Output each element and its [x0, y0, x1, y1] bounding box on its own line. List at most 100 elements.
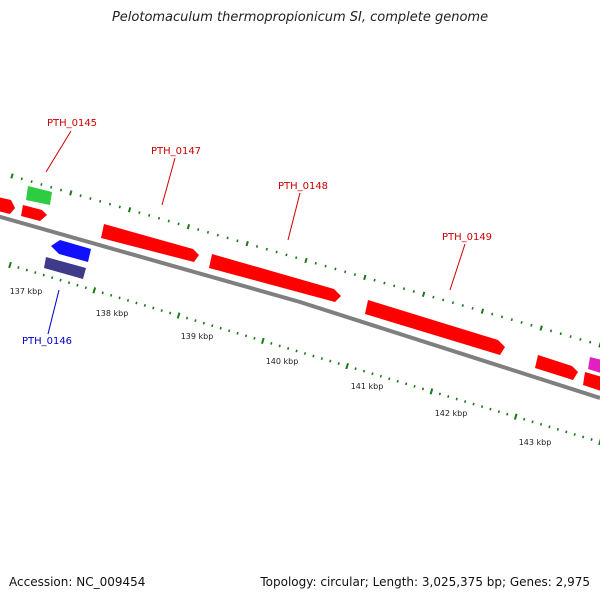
scale-tick: [556, 427, 559, 431]
tick-label-141: 141 kbp: [351, 382, 384, 391]
tick-label-137: 137 kbp: [10, 287, 43, 296]
outer-tick: [383, 281, 386, 285]
scale-tick: [337, 362, 340, 366]
outer-tick: [530, 323, 533, 327]
outer-tick: [89, 197, 92, 200]
outer-tick: [177, 222, 180, 226]
outer-tick: [549, 329, 553, 333]
scale-tick: [548, 425, 551, 429]
scale-tick: [110, 293, 113, 297]
outer-tick: [539, 325, 543, 331]
gene-pth0145[interactable]: [26, 186, 52, 205]
outer-tick: [138, 211, 141, 215]
scale-tick: [211, 324, 214, 328]
scale-tick: [513, 413, 518, 420]
gene-pth0146[interactable]: [51, 240, 91, 262]
outer-tick: [295, 256, 298, 260]
outer-tick: [285, 253, 288, 257]
scale-tick: [152, 306, 155, 310]
scale-tick: [76, 283, 79, 287]
outer-tick: [265, 247, 268, 251]
scale-tick: [438, 392, 441, 396]
outer-tick: [491, 312, 494, 316]
accession-text: Accession: NC_009454: [9, 575, 146, 589]
scale-tick: [295, 349, 298, 353]
outer-tick: [157, 216, 161, 220]
outer-tick: [148, 214, 151, 217]
label-pth0147[interactable]: PTH_0147: [151, 146, 201, 157]
label-pth0146[interactable]: PTH_0146: [22, 336, 72, 347]
scale-tick: [582, 435, 585, 439]
gene-pth0147[interactable]: [101, 224, 199, 262]
gene-red-edge[interactable]: [583, 372, 600, 391]
outer-tick: [314, 261, 317, 265]
gene-pth0149[interactable]: [365, 300, 505, 355]
outer-tick: [216, 233, 219, 237]
gene-red-right[interactable]: [535, 355, 578, 380]
scale-tick: [92, 287, 97, 294]
scale-tick: [405, 382, 408, 386]
tick-label-139: 139 kbp: [181, 332, 214, 341]
scale-tick: [312, 354, 315, 358]
scale-tick: [531, 420, 534, 424]
scale-tick: [160, 309, 163, 312]
outer-tick: [30, 180, 33, 184]
scale-tick: [194, 319, 197, 323]
scale-tick: [506, 412, 509, 416]
outer-tick: [255, 244, 259, 248]
outer-tick: [118, 205, 121, 209]
outer-tick: [236, 239, 239, 243]
label-pth0148[interactable]: PTH_0148: [278, 181, 328, 192]
scale-tick: [362, 369, 366, 373]
outer-tick: [197, 228, 200, 231]
outer-tick: [402, 287, 406, 291]
gene-pth0148[interactable]: [209, 254, 341, 302]
label-pth0149[interactable]: PTH_0149: [442, 232, 492, 243]
scale-tick: [329, 359, 332, 363]
scale-tick: [59, 278, 62, 282]
outer-tick: [579, 337, 582, 341]
scale-tick: [565, 430, 568, 434]
genome-summary-text: Topology: circular; Length: 3,025,375 bp…: [260, 575, 590, 589]
outer-tick: [442, 298, 445, 302]
scale-tick: [320, 357, 323, 360]
scale-tick: [287, 347, 290, 350]
scale-tick: [261, 337, 265, 345]
gene-purple[interactable]: [44, 257, 86, 279]
scale-tick: [135, 301, 138, 305]
scale-tick: [84, 286, 87, 290]
outer-tick: [127, 207, 132, 213]
scale-tick-track: [8, 261, 600, 446]
gene-magenta[interactable]: [588, 357, 600, 373]
scale-tick: [590, 438, 593, 441]
scale-tick: [42, 273, 45, 277]
outer-tick: [373, 278, 376, 282]
outer-tick: [59, 188, 63, 192]
scale-tick: [118, 296, 121, 300]
outer-tick: [50, 185, 53, 189]
scale-tick: [143, 304, 146, 307]
outer-tick: [167, 219, 170, 223]
scale-tick: [371, 372, 374, 376]
gene-small-red[interactable]: [21, 205, 47, 221]
outer-tick: [10, 173, 14, 179]
scale-tick: [270, 341, 273, 345]
gene-partial-left[interactable]: [0, 197, 15, 214]
genome-backbone: [0, 214, 600, 400]
tick-label-140: 140 kbp: [266, 357, 299, 366]
scale-tick: [429, 388, 434, 395]
outer-tick: [412, 290, 415, 293]
scale-tick: [101, 291, 104, 295]
outer-tick: [569, 335, 572, 338]
outer-tick: [245, 240, 249, 247]
outer-tick: [471, 306, 474, 310]
outer-tick: [99, 199, 102, 203]
scale-tick: [539, 422, 543, 426]
label-pth0145[interactable]: PTH_0145: [47, 118, 97, 129]
outer-tick: [186, 224, 191, 230]
scale-tick: [244, 334, 248, 338]
outer-tick: [589, 340, 592, 344]
leader-pth0149: [449, 243, 466, 291]
scale-tick: [379, 374, 382, 378]
